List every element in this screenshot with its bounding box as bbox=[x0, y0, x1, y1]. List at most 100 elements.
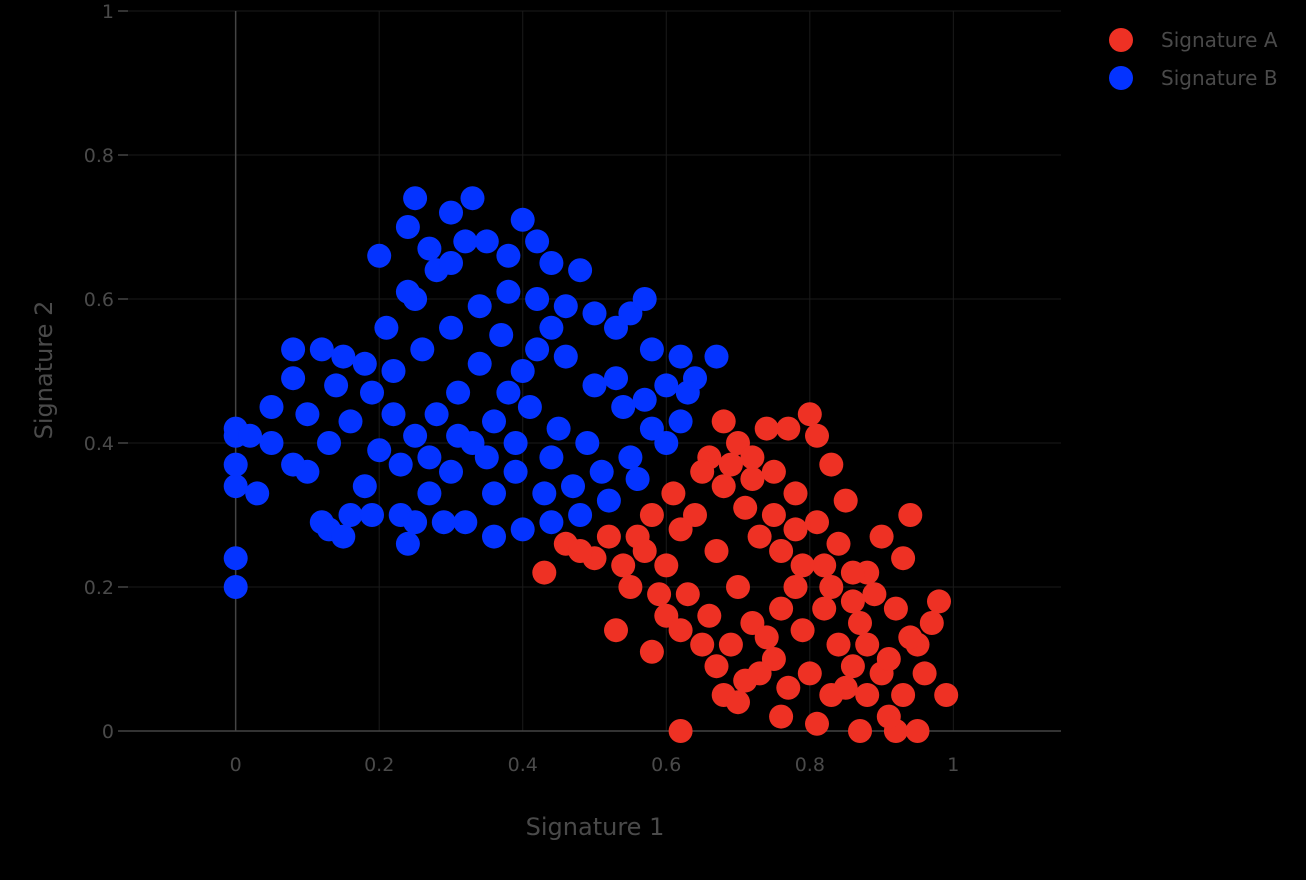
data-point bbox=[819, 683, 844, 707]
data-point bbox=[891, 683, 916, 707]
data-point bbox=[668, 409, 693, 434]
data-point bbox=[281, 366, 306, 391]
data-point bbox=[934, 683, 959, 707]
x-tick-label: 0.4 bbox=[508, 754, 538, 776]
x-tick-label: 0.8 bbox=[795, 754, 825, 776]
y-tick-label: 1 bbox=[102, 1, 114, 23]
data-point bbox=[568, 539, 593, 563]
data-point bbox=[539, 315, 564, 340]
data-point bbox=[467, 294, 492, 319]
data-point bbox=[618, 445, 643, 470]
data-point bbox=[417, 481, 442, 506]
data-point bbox=[496, 243, 521, 268]
data-point bbox=[704, 539, 729, 563]
legend[interactable]: Signature A Signature B bbox=[1109, 28, 1278, 90]
data-points bbox=[223, 186, 959, 743]
data-point bbox=[668, 344, 693, 369]
data-point bbox=[604, 366, 628, 391]
data-point bbox=[632, 387, 657, 412]
data-point bbox=[532, 481, 557, 506]
data-point bbox=[295, 402, 320, 427]
data-point bbox=[453, 229, 478, 254]
x-tick-label: 0.6 bbox=[651, 754, 681, 776]
data-point bbox=[431, 510, 456, 535]
data-point bbox=[439, 459, 463, 484]
data-point bbox=[338, 503, 363, 527]
data-point bbox=[769, 539, 794, 563]
data-point bbox=[783, 517, 808, 542]
legend-marker bbox=[1109, 28, 1133, 52]
data-point bbox=[812, 596, 837, 621]
data-point bbox=[582, 301, 607, 326]
data-point bbox=[596, 488, 621, 513]
data-point bbox=[453, 510, 478, 535]
data-point bbox=[632, 539, 657, 563]
data-point bbox=[489, 323, 514, 347]
data-point bbox=[474, 445, 499, 470]
data-point bbox=[223, 575, 248, 599]
data-point bbox=[525, 287, 550, 311]
data-point bbox=[381, 402, 406, 427]
data-point bbox=[517, 395, 542, 419]
series-b bbox=[223, 186, 729, 599]
data-point bbox=[733, 495, 758, 520]
data-point bbox=[439, 251, 463, 275]
data-point bbox=[840, 589, 865, 614]
data-point bbox=[568, 258, 593, 283]
data-point bbox=[639, 337, 664, 362]
legend-item[interactable]: Signature B bbox=[1109, 66, 1278, 90]
data-point bbox=[553, 294, 578, 319]
data-point bbox=[661, 481, 686, 506]
data-point bbox=[582, 373, 607, 398]
data-point bbox=[532, 560, 557, 585]
data-point bbox=[352, 474, 377, 499]
data-point bbox=[539, 445, 564, 470]
data-point bbox=[410, 337, 435, 362]
data-point bbox=[395, 279, 420, 304]
data-point bbox=[317, 431, 341, 455]
data-point bbox=[891, 546, 916, 571]
data-point bbox=[417, 445, 442, 470]
data-point bbox=[783, 481, 808, 506]
legend-label: Signature A bbox=[1161, 28, 1278, 52]
data-point bbox=[833, 488, 858, 513]
data-point bbox=[525, 337, 550, 362]
data-point bbox=[496, 380, 521, 405]
data-point bbox=[898, 503, 923, 527]
data-point bbox=[381, 359, 406, 383]
data-point bbox=[417, 236, 442, 261]
data-point bbox=[704, 654, 729, 679]
data-point bbox=[360, 380, 384, 405]
y-tick-label: 0.6 bbox=[84, 289, 114, 311]
data-point bbox=[718, 452, 743, 477]
x-axis-title: Signature 1 bbox=[526, 813, 665, 841]
data-point bbox=[704, 344, 729, 369]
data-point bbox=[754, 416, 779, 441]
data-point bbox=[625, 467, 650, 491]
data-point bbox=[561, 474, 585, 499]
x-tick-label: 1 bbox=[947, 754, 959, 776]
data-point bbox=[855, 683, 880, 707]
data-point bbox=[482, 481, 506, 506]
data-point bbox=[912, 661, 937, 686]
data-point bbox=[439, 315, 463, 340]
data-point bbox=[711, 474, 736, 499]
data-point bbox=[805, 423, 829, 448]
data-point bbox=[395, 531, 420, 556]
legend-item[interactable]: Signature A bbox=[1109, 28, 1278, 52]
data-point bbox=[338, 409, 363, 434]
data-point bbox=[819, 575, 844, 599]
data-point bbox=[647, 582, 672, 607]
data-point bbox=[281, 337, 306, 362]
data-point bbox=[295, 459, 320, 484]
data-point bbox=[776, 675, 801, 700]
data-point bbox=[783, 575, 808, 599]
data-point bbox=[812, 553, 837, 578]
data-point bbox=[819, 452, 844, 477]
data-point bbox=[754, 625, 779, 650]
data-point bbox=[482, 524, 506, 549]
data-point bbox=[848, 611, 872, 635]
data-point bbox=[360, 503, 384, 527]
data-point bbox=[697, 603, 722, 628]
data-point bbox=[826, 531, 851, 556]
